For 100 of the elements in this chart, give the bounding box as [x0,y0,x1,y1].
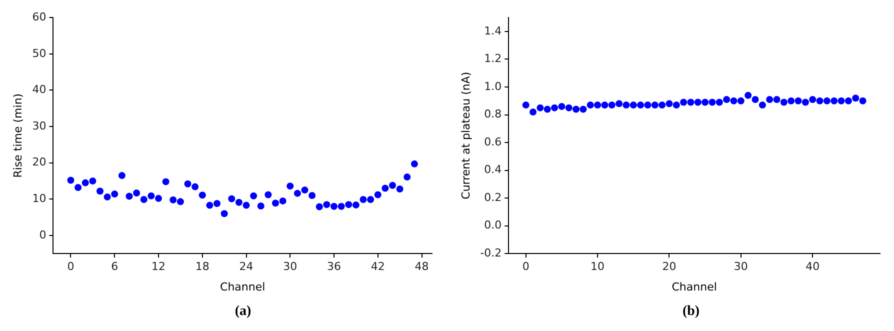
point [374,191,382,198]
point [586,102,594,109]
x-axis-title: Channel [220,280,266,294]
point [723,96,730,104]
x-tick-label: 6 [111,260,118,274]
y-tick-label: 1.0 [484,80,502,93]
point [360,196,367,203]
point [809,96,816,104]
point [744,92,752,99]
x-tick-label: 40 [806,260,820,274]
point [148,192,155,200]
point [794,97,802,104]
x-tick-label: 0 [67,260,74,274]
point [345,201,352,208]
point [838,97,845,104]
point [630,102,637,109]
x-tick-label: 48 [414,260,429,274]
point [198,192,206,199]
point [644,102,652,109]
point [666,100,673,108]
y-tick-label: 0.8 [484,108,502,121]
point [522,102,530,109]
point [235,198,242,206]
x-tick-label: 30 [734,260,748,274]
point [572,106,580,113]
point [111,190,118,198]
point [680,98,688,106]
point [228,195,236,202]
point [67,176,74,184]
point [96,188,104,195]
point [844,97,852,104]
y-tick-label: 50 [32,46,46,60]
point [184,180,192,188]
point [687,98,694,106]
point [410,160,418,168]
point [338,202,345,210]
y-axis-title: Current at plateau (nA) [459,72,472,200]
point [551,104,558,112]
point [601,102,608,109]
point [773,96,780,104]
point [702,98,709,106]
point [323,201,330,208]
x-axis-title: Channel [672,280,717,294]
point [170,196,177,204]
y-tick-label: 0.4 [484,163,502,176]
point [264,191,272,198]
point [74,184,82,192]
point [257,202,264,210]
y-tick-label: -0.2 [480,246,502,260]
y-tick-label: 0 [39,228,46,242]
point [404,173,411,180]
y-tick-label: 0.0 [484,218,502,232]
x-tick-label: 10 [590,260,605,274]
point [118,172,126,180]
y-tick-label: 20 [32,156,46,169]
point [802,98,809,106]
point [352,201,360,208]
text: (a) [234,304,252,320]
y-tick-label: 1.4 [484,24,502,38]
point [852,94,860,102]
point [250,192,258,200]
point [308,192,316,200]
y-tick-label: 60 [32,10,46,24]
x-tick-label: 30 [283,260,298,274]
point [126,192,133,200]
point [192,183,199,190]
point [594,102,602,109]
x-tick-label: 18 [195,260,210,274]
point [301,186,308,194]
point [752,96,759,104]
point [637,102,644,109]
point [694,98,702,106]
point [367,196,374,203]
point [133,189,140,196]
point [89,177,96,184]
point [530,108,537,116]
y-tick-label: 1.2 [484,52,502,66]
point [730,97,738,104]
point [140,196,148,203]
point [389,182,396,189]
point [382,184,389,192]
point [830,97,838,104]
y-tick-label: 0.6 [484,135,502,148]
y-tick-label: 10 [32,192,46,205]
point [155,194,162,202]
point [716,98,723,106]
x-tick-label: 0 [522,260,530,274]
point [330,202,338,210]
x-tick-label: 12 [152,260,166,274]
point [823,97,830,104]
x-tick-label: 24 [239,260,254,274]
point [859,97,866,104]
y-axis-title: Rise time (min) [11,93,24,178]
point [286,182,294,190]
point [565,104,572,112]
point [544,106,551,113]
point [82,179,89,186]
x-tick-label: 42 [370,260,385,274]
point [316,203,323,210]
point [766,96,774,104]
